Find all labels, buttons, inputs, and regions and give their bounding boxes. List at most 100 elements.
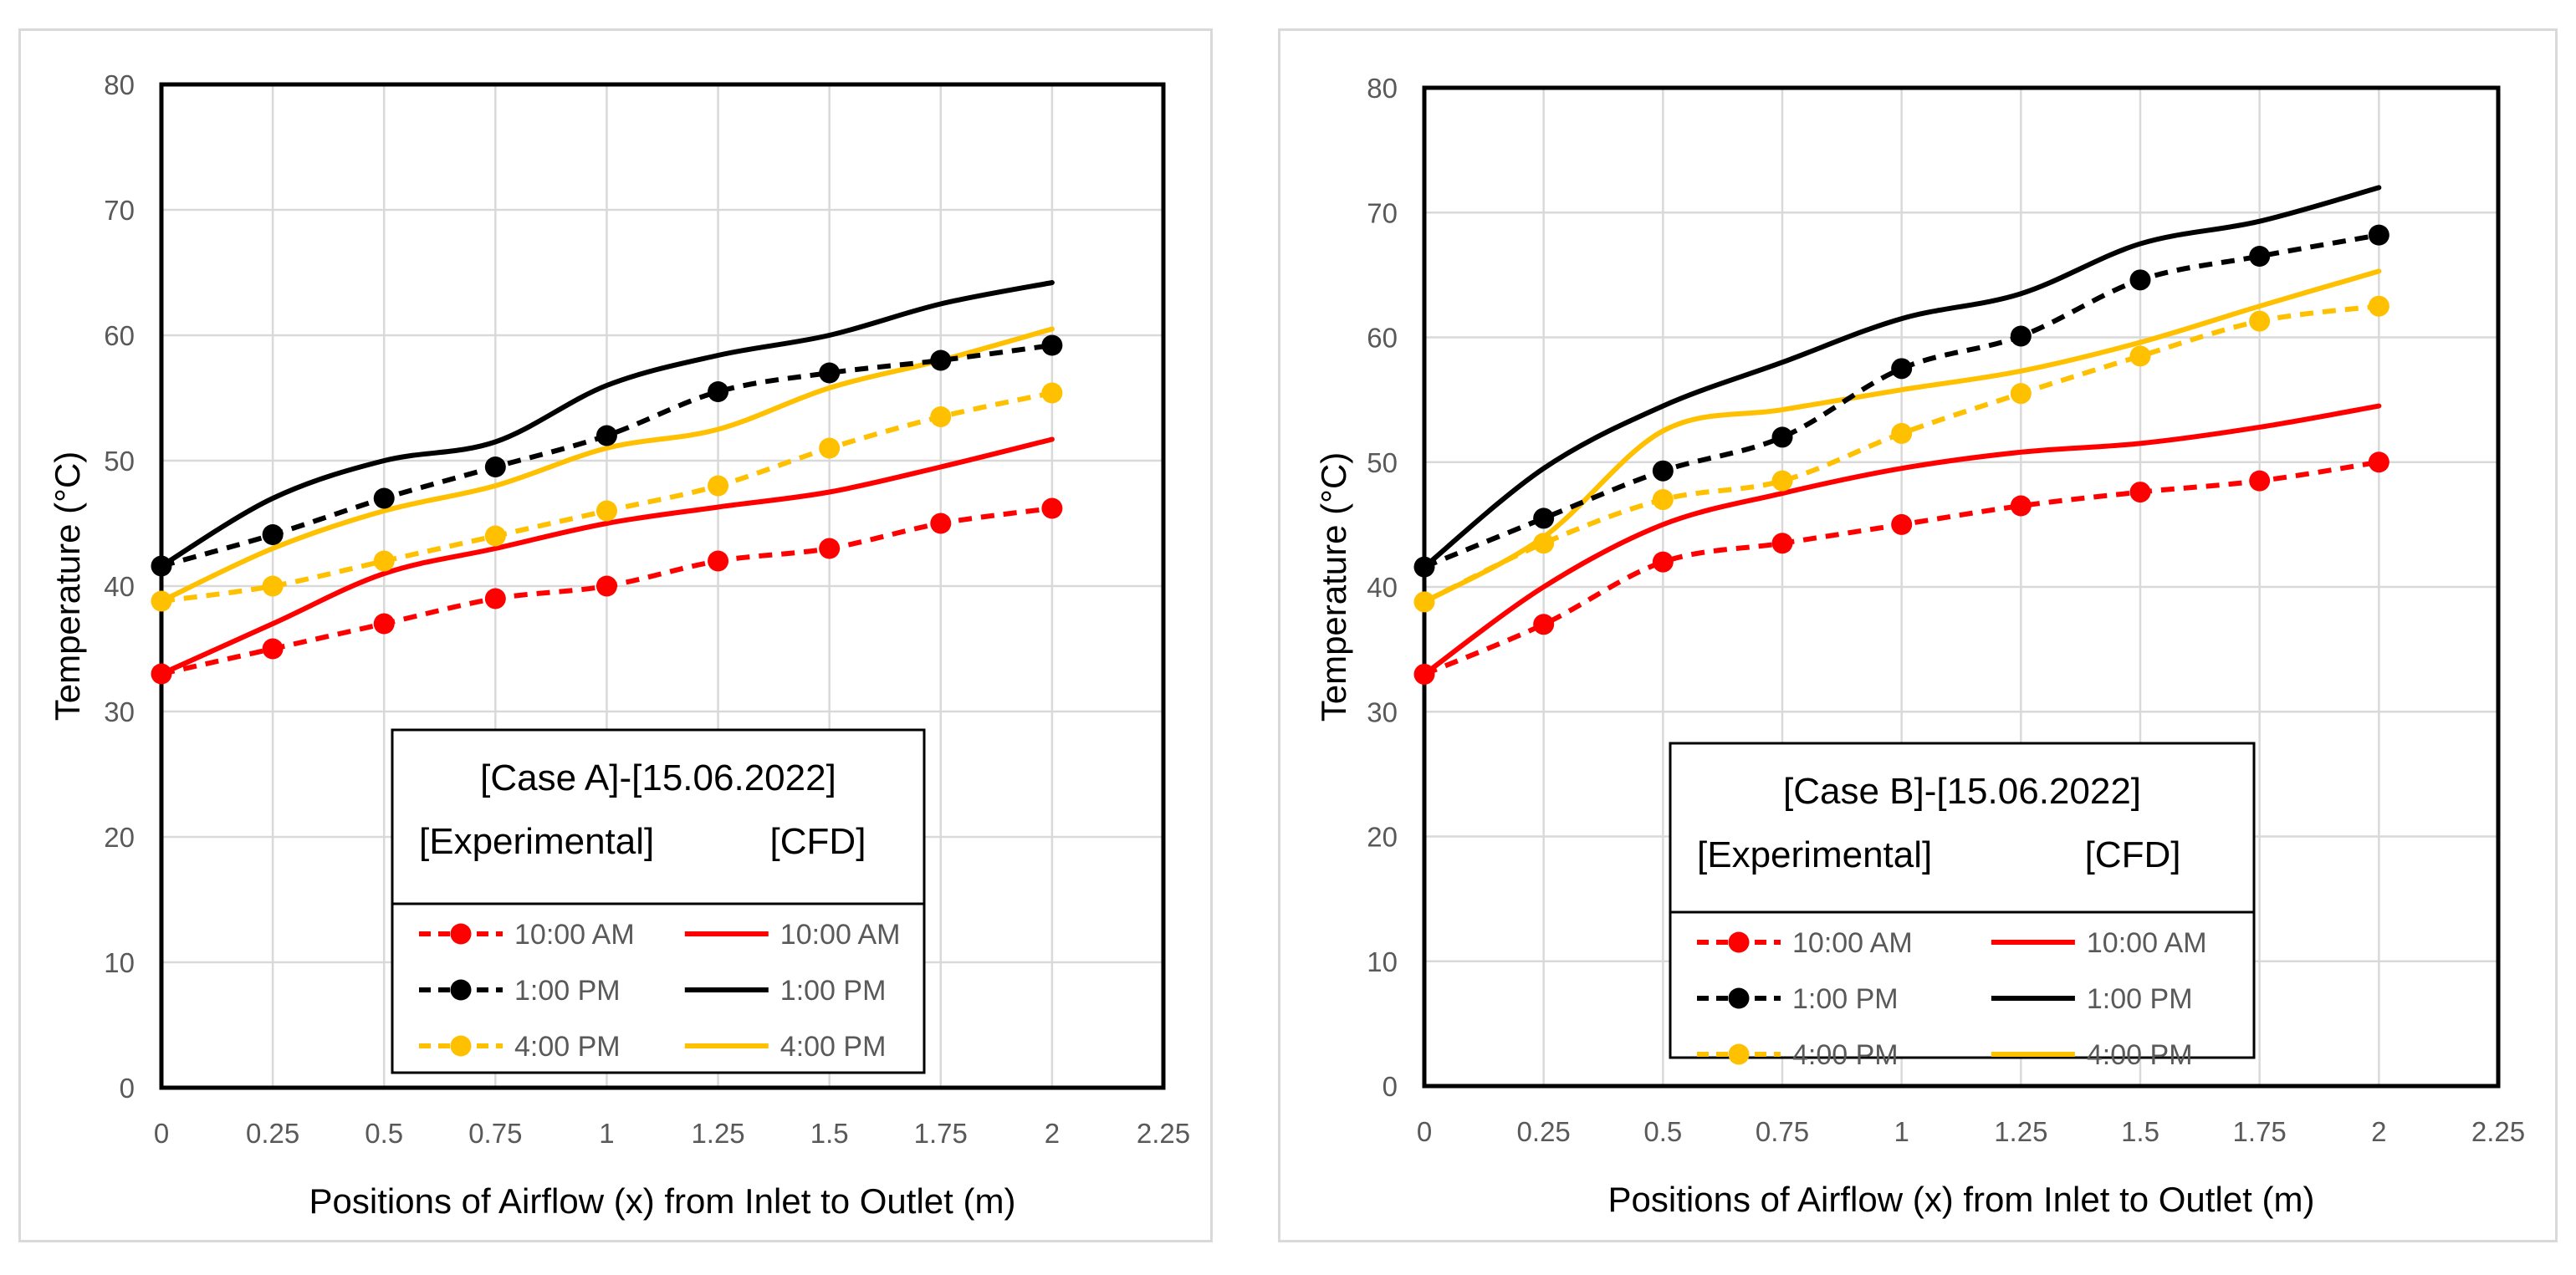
legend-swatch-marker — [450, 1035, 472, 1057]
x-tick-label: 0.75 — [468, 1118, 522, 1149]
data-point-marker — [262, 524, 284, 545]
series-experimental-10-00-am — [1413, 451, 2389, 685]
y-axis-title: Temperature (°C) — [48, 451, 87, 722]
y-tick-label: 50 — [1367, 447, 1398, 478]
data-point-marker — [151, 555, 172, 577]
legend-swatch-marker — [1728, 931, 1750, 953]
data-point-marker — [708, 475, 729, 497]
y-tick-label: 20 — [104, 822, 135, 853]
data-point-marker — [2368, 451, 2389, 473]
data-point-marker — [373, 550, 395, 572]
legend-experimental-header: [Experimental] — [419, 821, 654, 862]
x-tick-label: 0.75 — [1756, 1116, 1809, 1147]
legend-entry-experimental: 10:00 AM — [1697, 927, 1913, 959]
y-tick-label: 50 — [104, 446, 135, 477]
legend-entries-box — [1669, 910, 2256, 1059]
legend-entry-label: 4:00 PM — [780, 1031, 887, 1063]
data-point-marker — [2010, 495, 2032, 517]
x-tick-label: 1.75 — [914, 1118, 968, 1149]
legend-title: [Case B]-[15.06.2022] — [1783, 771, 2141, 812]
y-tick-label: 70 — [104, 195, 135, 226]
data-point-marker — [1533, 614, 1555, 635]
series-cfd-1-00-pm — [159, 280, 1055, 569]
x-tick-label: 1.5 — [810, 1118, 849, 1149]
x-tick-label: 0 — [154, 1118, 169, 1149]
data-point-marker — [1891, 358, 1913, 380]
data-point-marker — [1413, 663, 1435, 685]
x-tick-label: 1.5 — [2121, 1116, 2159, 1147]
y-tick-label: 80 — [1367, 73, 1398, 104]
y-tick-label: 30 — [104, 696, 135, 727]
legend-entry-experimental: 1:00 PM — [419, 975, 621, 1007]
y-tick-label: 0 — [1383, 1071, 1398, 1102]
series-cfd-10-00-am — [159, 436, 1055, 676]
data-point-marker — [1652, 551, 1674, 573]
data-point-marker — [262, 638, 284, 660]
data-point-marker — [1891, 422, 1913, 444]
data-point-marker — [1413, 591, 1435, 613]
series-experimental-1-00-pm — [151, 334, 1063, 577]
x-tick-label: 2.25 — [2471, 1116, 2525, 1147]
legend-title-box — [1669, 742, 2256, 914]
data-point-marker — [2368, 224, 2389, 246]
x-tick-label: 1.75 — [2233, 1116, 2287, 1147]
cfd-line — [159, 326, 1055, 604]
data-point-marker — [708, 550, 729, 572]
y-tick-label: 20 — [1367, 822, 1398, 853]
x-tick-label: 2 — [1045, 1118, 1060, 1149]
legend-entry-label: 4:00 PM — [1792, 1039, 1899, 1071]
legend-entry-label: 10:00 AM — [780, 919, 901, 951]
data-point-marker — [2129, 269, 2151, 291]
legend-entry-label: 10:00 AM — [514, 919, 635, 951]
data-point-marker — [819, 362, 841, 384]
data-point-marker — [2010, 325, 2032, 347]
legend-entry-label: 1:00 PM — [1792, 983, 1899, 1015]
data-point-marker — [1652, 489, 1674, 511]
chart-panel-case-b: 0 0.25 0.5 0.75 1 1.25 1.5 1.75 2 2.25 0 10 20 30 40 50… — [1278, 28, 2558, 1242]
data-point-marker — [1041, 497, 1063, 519]
plot-area-border — [1422, 85, 2501, 1089]
data-point-marker — [151, 590, 172, 612]
cfd-line — [1422, 185, 2382, 570]
data-point-marker — [1533, 507, 1555, 529]
legend-entry-label: 4:00 PM — [514, 1031, 621, 1063]
legend-entry-cfd: 10:00 AM — [1991, 927, 2207, 959]
legend-cfd-header: [CFD] — [2085, 834, 2181, 875]
data-point-marker — [2129, 345, 2151, 367]
y-tick-label: 30 — [1367, 696, 1398, 727]
data-point-marker — [1413, 556, 1435, 578]
legend-entry-label: 1:00 PM — [514, 975, 621, 1007]
y-tick-label: 0 — [120, 1073, 135, 1104]
data-point-marker — [708, 381, 729, 402]
legend: [Case B]-[15.06.2022] [Experimental] [CFD]… — [1669, 742, 2256, 1071]
legend-entry-experimental: 1:00 PM — [1697, 983, 1899, 1015]
legend-entry-experimental: 4:00 PM — [419, 1031, 621, 1063]
data-point-marker — [151, 663, 172, 685]
legend-entry-cfd: 4:00 PM — [684, 1031, 887, 1063]
legend-entry-label: 10:00 AM — [2087, 927, 2207, 959]
data-point-marker — [1771, 533, 1793, 554]
legend-entry-experimental: 10:00 AM — [419, 919, 635, 951]
x-tick-label: 0.25 — [246, 1118, 299, 1149]
cfd-line — [159, 436, 1055, 676]
chart-case-b: 0 0.25 0.5 0.75 1 1.25 1.5 1.75 2 2.25 0 10 20 30 40 50… — [1314, 73, 2525, 1219]
legend-title-box — [391, 728, 926, 905]
data-point-marker — [2129, 482, 2151, 503]
data-point-marker — [819, 437, 841, 459]
legend-entry-experimental: 4:00 PM — [1697, 1039, 1899, 1071]
data-point-marker — [484, 525, 506, 547]
legend-title: [Case A]-[15.06.2022] — [480, 757, 836, 798]
y-tick-label: 60 — [104, 320, 135, 351]
data-point-marker — [2010, 383, 2032, 405]
x-tick-label: 2.25 — [1137, 1118, 1190, 1149]
data-point-marker — [819, 538, 841, 559]
chart-panel-case-a: 0 0.25 0.5 0.75 1 1.25 1.5 1.75 2 2.25 0 10 20 30 40 50… — [18, 28, 1213, 1242]
series-experimental-1-00-pm — [1413, 224, 2389, 578]
data-point-marker — [1771, 426, 1793, 448]
data-point-marker — [595, 500, 617, 522]
series-experimental-10-00-am — [151, 497, 1063, 685]
plot-area-border — [159, 82, 1166, 1090]
data-point-marker — [930, 513, 952, 534]
legend-entry-label: 1:00 PM — [2087, 983, 2193, 1015]
x-tick-label: 2 — [2371, 1116, 2386, 1147]
